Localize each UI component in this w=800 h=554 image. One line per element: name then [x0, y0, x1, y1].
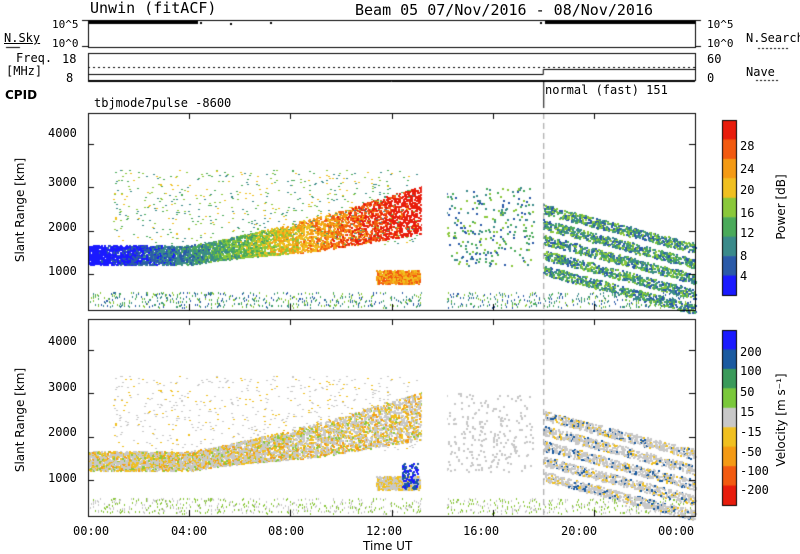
- vcb-tick-m15: -15: [740, 425, 762, 439]
- cpid-segment-2: normal (fast) 151: [545, 83, 668, 97]
- vel-ytick-4000: 4000: [48, 334, 77, 348]
- nave-label: Nave: [746, 65, 775, 79]
- velocity-colorbar-label: Velocity [m s⁻¹]: [774, 373, 788, 467]
- xtick-2: 08:00: [268, 524, 305, 538]
- nsky-tick-top: 10^5: [52, 18, 79, 31]
- power-ytick-1000: 1000: [48, 264, 77, 278]
- freq-label: Freq.: [16, 51, 53, 65]
- cpid-segment-1: tbjmode7pulse -8600: [94, 96, 232, 110]
- nsearch-tick-bottom: 10^0: [707, 37, 734, 50]
- freq-tick-bottom: 8: [66, 71, 74, 85]
- xtick-0: 00:00: [73, 524, 110, 538]
- power-colorbar-label: Power [dB]: [774, 174, 788, 240]
- pcb-tick-8: 8: [740, 249, 748, 263]
- power-ytick-3000: 3000: [48, 175, 77, 189]
- vcb-tick-m50: -50: [740, 445, 762, 459]
- nsearch-tick-top: 10^5: [707, 18, 734, 31]
- nsearch-label: N.Search: [746, 31, 800, 45]
- beam-date-title: Beam 05 07/Nov/2016 - 08/Nov/2016: [355, 1, 654, 19]
- xtick-3: 12:00: [366, 524, 403, 538]
- power-ylabel: Slant Range [km]: [13, 157, 27, 263]
- vcb-tick-m200: -200: [740, 483, 769, 497]
- vcb-tick-m100: -100: [740, 464, 769, 478]
- freq-tick-top: 18: [62, 52, 77, 66]
- power-ytick-2000: 2000: [48, 220, 77, 234]
- nsky-tick-bottom: 10^0: [52, 37, 79, 50]
- xlabel: Time UT: [363, 539, 413, 553]
- vcb-tick-15: 15: [740, 405, 755, 419]
- nsky-label: N.Sky: [4, 31, 41, 45]
- vel-ytick-1000: 1000: [48, 471, 77, 485]
- vcb-tick-100: 100: [740, 364, 762, 378]
- freq-unit: [MHz]: [6, 64, 43, 78]
- xtick-5: 20:00: [561, 524, 598, 538]
- vel-ytick-3000: 3000: [48, 380, 77, 394]
- vcb-tick-50: 50: [740, 385, 755, 399]
- pcb-tick-28: 28: [740, 139, 755, 153]
- power-ytick-4000: 4000: [48, 126, 77, 140]
- pcb-tick-24: 24: [740, 162, 755, 176]
- vel-ytick-2000: 2000: [48, 425, 77, 439]
- pcb-tick-4: 4: [740, 269, 748, 283]
- xtick-1: 04:00: [171, 524, 208, 538]
- cpid-label: CPID: [5, 88, 38, 102]
- station-title: Unwin (fitACF): [90, 0, 217, 17]
- pcb-tick-12: 12: [740, 226, 755, 240]
- nave-tick-bottom: 0: [707, 71, 715, 85]
- xtick-4: 16:00: [463, 524, 500, 538]
- vcb-tick-200: 200: [740, 345, 762, 359]
- pcb-tick-20: 20: [740, 183, 755, 197]
- pcb-tick-16: 16: [740, 206, 755, 220]
- vel-ylabel: Slant Range [km]: [13, 367, 27, 473]
- xtick-6: 00:00: [658, 524, 695, 538]
- nave-tick-top: 60: [707, 52, 722, 66]
